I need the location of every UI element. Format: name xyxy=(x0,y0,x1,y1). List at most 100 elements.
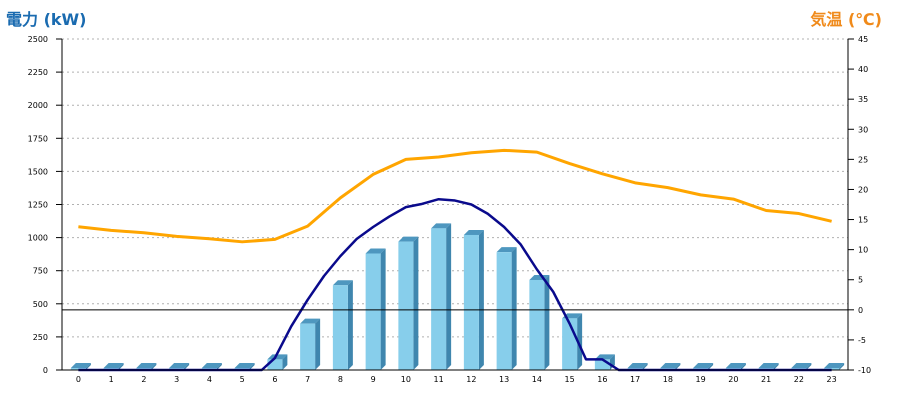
y-right-tick-label: -5 xyxy=(858,336,866,345)
x-tick-label: 11 xyxy=(434,375,444,384)
bar-side xyxy=(478,229,484,370)
x-tick-label: 18 xyxy=(663,375,673,384)
bar-side xyxy=(249,363,255,370)
power-line xyxy=(78,197,832,372)
bar-side xyxy=(708,363,714,370)
bar-top xyxy=(431,223,452,229)
x-tick-label: 10 xyxy=(401,375,411,384)
x-tick-label: 0 xyxy=(76,375,81,384)
bar-top xyxy=(169,363,190,368)
x-tick-label: 22 xyxy=(794,375,804,384)
bar-top xyxy=(332,280,353,286)
y-right-tick-label: 40 xyxy=(858,65,868,74)
bar-side xyxy=(380,248,386,370)
bar-side xyxy=(118,363,124,370)
bar xyxy=(496,252,512,370)
y-left-axis-label: 電力 (kW) xyxy=(6,10,87,29)
bar xyxy=(463,234,479,370)
y-right-tick-label: 5 xyxy=(858,276,863,285)
bar xyxy=(431,228,447,370)
bar xyxy=(529,279,545,370)
bar-top xyxy=(300,318,321,324)
bar xyxy=(267,359,283,370)
y-left-tick-label: 250 xyxy=(33,333,48,342)
bar-side xyxy=(773,363,779,370)
bar-top xyxy=(758,363,779,368)
x-tick-label: 23 xyxy=(827,375,837,384)
y-right-tick-label: 25 xyxy=(858,155,868,164)
bar-top xyxy=(627,363,648,368)
y-left-tick-label: 1750 xyxy=(28,134,48,143)
x-tick-label: 4 xyxy=(207,375,212,384)
bar-top xyxy=(70,363,91,368)
bar xyxy=(365,253,381,370)
bar-side xyxy=(413,236,419,370)
y-right-tick-label: 20 xyxy=(858,185,868,194)
bar-top xyxy=(103,363,124,368)
bar-side xyxy=(347,280,353,370)
bar-top xyxy=(365,248,386,254)
y-right-tick-label: 10 xyxy=(858,246,868,255)
bar xyxy=(332,285,348,370)
bar-side xyxy=(544,274,550,370)
y-right-tick-label: 15 xyxy=(858,216,868,225)
tick-labels: 02505007501000125015001750200022502500-1… xyxy=(28,35,871,384)
x-tick-label: 17 xyxy=(630,375,640,384)
y-right-tick-label: 45 xyxy=(858,35,868,44)
bar-top xyxy=(824,363,845,368)
y-left-tick-label: 2500 xyxy=(28,35,48,44)
bar-side xyxy=(85,363,91,370)
y-left-tick-label: 1500 xyxy=(28,167,48,176)
bar-side xyxy=(282,354,288,370)
y-left-tick-label: 1250 xyxy=(28,201,48,210)
bar-top xyxy=(136,363,157,368)
bar-top xyxy=(725,363,746,368)
y-right-tick-label: 30 xyxy=(858,125,868,134)
x-tick-label: 21 xyxy=(761,375,771,384)
y-left-tick-label: 2250 xyxy=(28,68,48,77)
bar-top xyxy=(234,363,255,368)
bar-side xyxy=(740,363,746,370)
grid-lines xyxy=(62,38,848,338)
x-tick-label: 13 xyxy=(499,375,509,384)
y-left-tick-label: 2000 xyxy=(28,101,48,110)
x-tick-label: 19 xyxy=(696,375,706,384)
bar-side xyxy=(315,318,321,370)
bar xyxy=(300,323,316,370)
bar-top xyxy=(267,354,288,360)
x-tick-label: 14 xyxy=(532,375,542,384)
bar-side xyxy=(806,363,812,370)
y-left-tick-label: 0 xyxy=(43,366,48,375)
x-tick-label: 5 xyxy=(240,375,245,384)
x-tick-label: 6 xyxy=(272,375,277,384)
bar-side xyxy=(216,363,222,370)
y-right-axis-label: 気温 (℃) xyxy=(810,10,882,29)
y-left-tick-label: 1000 xyxy=(28,234,48,243)
bar-top xyxy=(660,363,681,368)
x-tick-label: 20 xyxy=(728,375,738,384)
bar-side xyxy=(642,363,648,370)
x-tick-label: 16 xyxy=(597,375,607,384)
bar-top xyxy=(791,363,812,368)
bar-side xyxy=(839,363,845,370)
bar-side xyxy=(184,363,190,370)
axes xyxy=(56,38,854,371)
bar-side xyxy=(446,223,452,370)
y-right-tick-label: -10 xyxy=(858,366,871,375)
y-left-tick-label: 500 xyxy=(33,300,48,309)
bar xyxy=(398,241,414,370)
temperature-line xyxy=(78,148,832,244)
x-tick-label: 7 xyxy=(305,375,310,384)
bar-side xyxy=(151,363,157,370)
x-tick-label: 2 xyxy=(141,375,146,384)
bar-top xyxy=(496,247,517,253)
bar-top xyxy=(693,363,714,368)
bar-top xyxy=(463,229,484,235)
x-tick-label: 15 xyxy=(565,375,575,384)
x-tick-label: 8 xyxy=(338,375,343,384)
power-bars xyxy=(70,223,845,370)
x-tick-label: 9 xyxy=(371,375,376,384)
x-tick-label: 1 xyxy=(109,375,114,384)
y-right-tick-label: 0 xyxy=(858,306,863,315)
